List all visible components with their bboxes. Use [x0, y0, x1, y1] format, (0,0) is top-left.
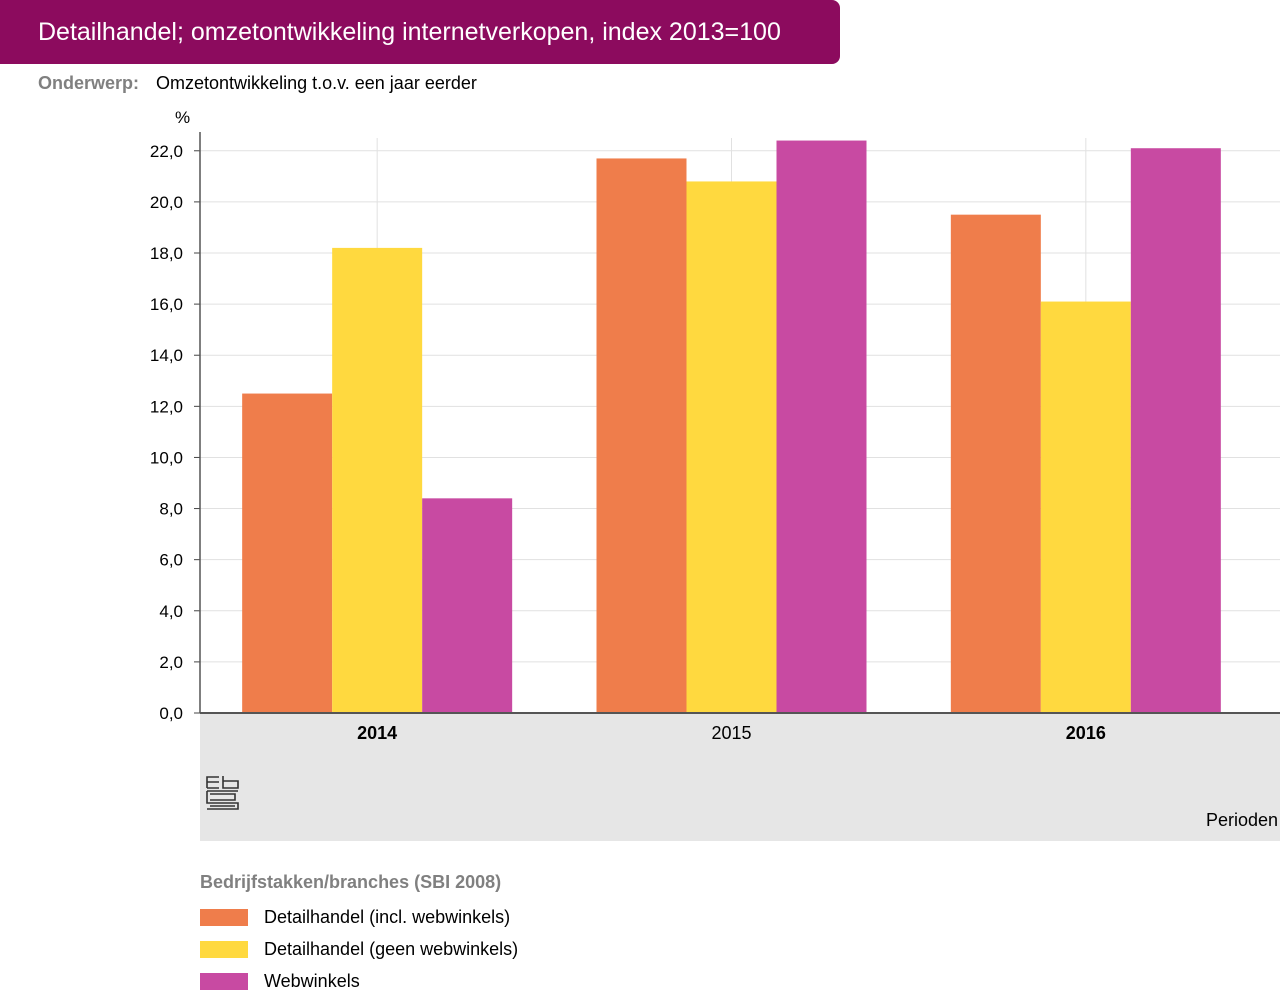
y-tick-label: 18,0	[150, 244, 183, 263]
legend: Bedrijfstakken/branches (SBI 2008) Detai…	[200, 872, 518, 997]
bar	[1040, 301, 1131, 713]
legend-swatch	[200, 940, 248, 958]
y-tick-label: 10,0	[150, 448, 183, 467]
x-axis-band	[200, 713, 1280, 841]
x-tick-label: 2014	[357, 723, 397, 743]
legend-label: Detailhandel (geen webwinkels)	[264, 938, 519, 959]
x-tick-label: 2015	[711, 723, 751, 743]
bar-chart: 0,0 2,0 4,0 6,0 8,0 10,0 12,0 14,0 16,0 18,0 20,0 2…	[150, 108, 1280, 841]
y-tick-label: 20,0	[150, 193, 183, 212]
x-tick-label: 2016	[1066, 723, 1106, 743]
legend-swatch	[200, 972, 248, 990]
legend-item: Detailhandel (geen webwinkels)	[200, 933, 518, 965]
cbs-logo-icon	[206, 776, 239, 810]
chart-title: Detailhandel; omzetontwikkeling internet…	[38, 18, 781, 46]
legend-label: Webwinkels	[264, 970, 360, 991]
subject-value: Omzetontwikkeling t.o.v. een jaar eerder	[156, 73, 477, 93]
title-banner: Detailhandel; omzetontwikkeling internet…	[0, 0, 840, 64]
bar	[1130, 148, 1221, 713]
bar	[686, 181, 777, 713]
y-tick-label: 8,0	[159, 500, 183, 519]
y-tick-label: 16,0	[150, 295, 183, 314]
y-tick-label: 0,0	[159, 704, 183, 723]
bar	[242, 393, 333, 713]
bar	[596, 158, 687, 713]
y-tick-label: 2,0	[159, 653, 183, 672]
bar	[776, 140, 867, 714]
legend-swatch	[200, 908, 248, 926]
x-axis-label: Perioden	[1206, 810, 1278, 830]
bar	[422, 498, 513, 713]
legend-title: Bedrijfstakken/branches (SBI 2008)	[200, 872, 502, 892]
bar	[950, 214, 1041, 713]
bar	[332, 247, 423, 713]
subject-label: Onderwerp:	[38, 73, 140, 93]
legend-label: Detailhandel (incl. webwinkels)	[264, 906, 511, 927]
subject-line: Onderwerp: Omzetontwikkeling t.o.v. een …	[38, 73, 477, 94]
legend-item: Webwinkels	[200, 965, 518, 997]
legend-item: Detailhandel (incl. webwinkels)	[200, 901, 518, 933]
y-tick-label: 12,0	[150, 397, 183, 416]
y-tick-label: 6,0	[159, 551, 183, 570]
y-tick-label: 4,0	[159, 602, 183, 621]
y-axis-label: %	[175, 108, 190, 127]
y-tick-label: 14,0	[150, 346, 183, 365]
y-tick-label: 22,0	[150, 142, 183, 161]
